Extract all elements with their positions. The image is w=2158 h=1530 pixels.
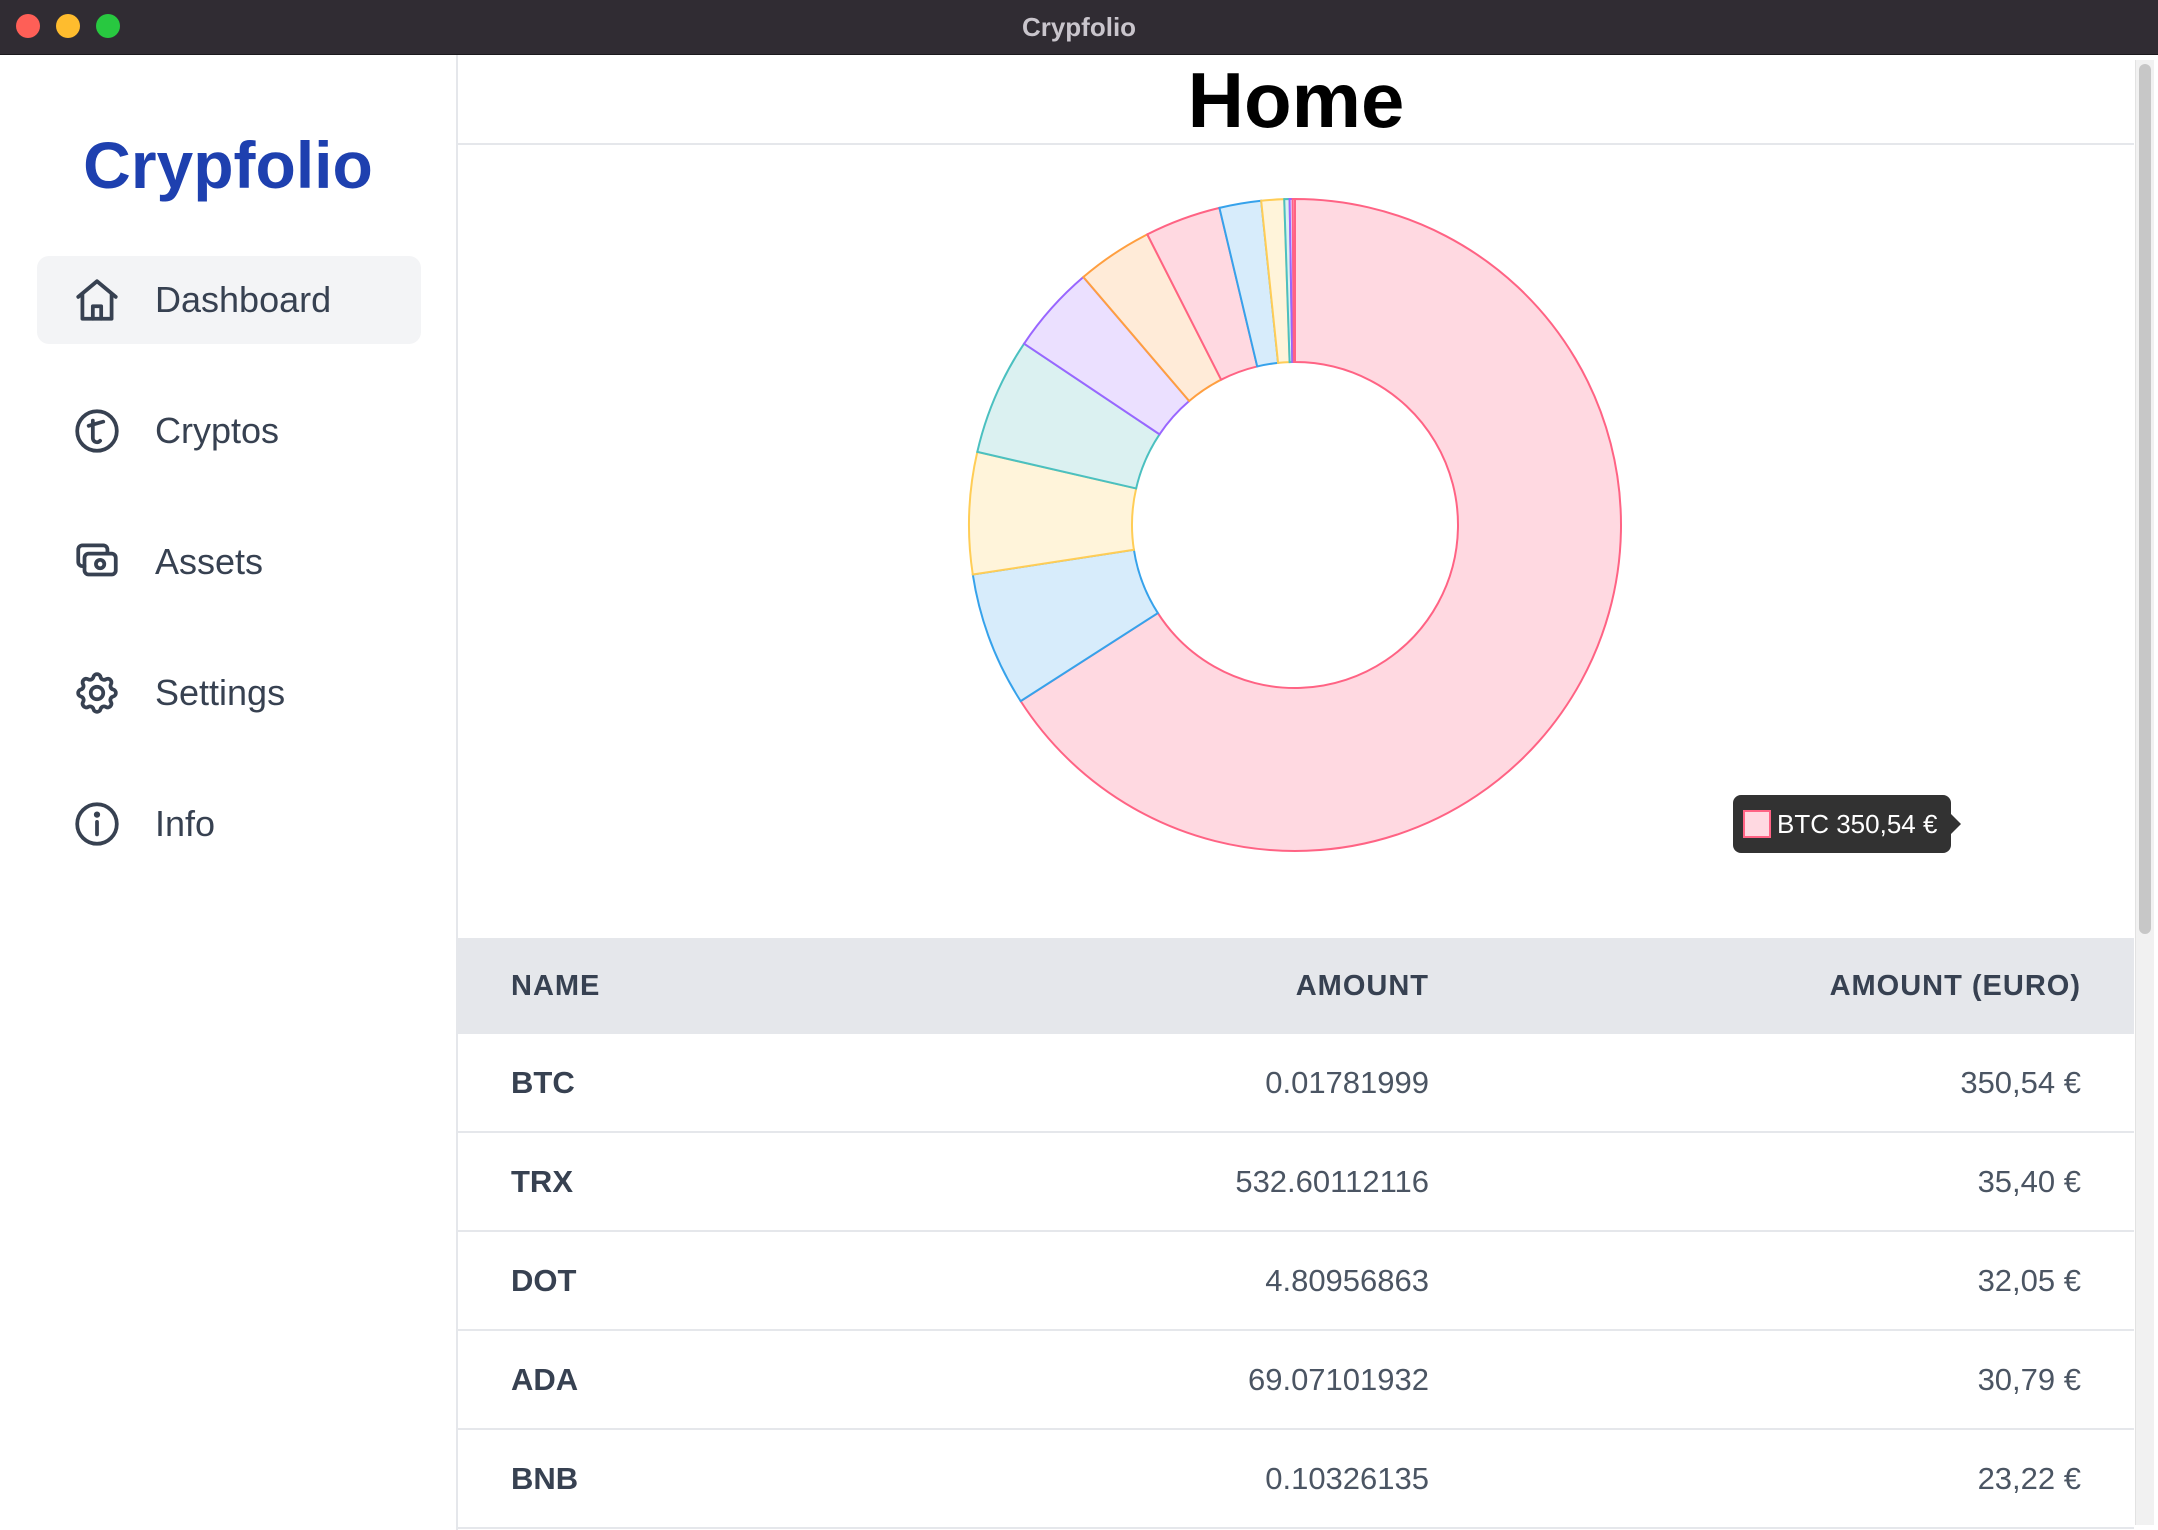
table-row[interactable]: ADA 69.07101932 30,79 € bbox=[458, 1331, 2134, 1430]
page-header: Home bbox=[458, 55, 2134, 145]
crypto-coin-icon bbox=[69, 403, 125, 459]
cell-euro: 23,22 € bbox=[1977, 1460, 2081, 1496]
window-title: Crypfolio bbox=[1021, 12, 1137, 42]
table-row[interactable]: BTC 0.01781999 350,54 € bbox=[458, 1034, 2134, 1133]
column-header-amount[interactable]: AMOUNT bbox=[1295, 969, 1429, 1002]
home-icon bbox=[69, 272, 125, 328]
cell-name: BNB bbox=[511, 1460, 579, 1496]
page-title: Home bbox=[1187, 56, 1405, 144]
sidebar-item-assets[interactable]: Assets bbox=[37, 518, 421, 606]
doughnut-slice-btc[interactable] bbox=[1019, 197, 1622, 852]
cell-name: ADA bbox=[511, 1361, 579, 1397]
doughnut-svg bbox=[968, 197, 1622, 852]
sidebar-item-label: Settings bbox=[155, 672, 286, 713]
portfolio-doughnut-chart: BTC 350,54 € bbox=[458, 185, 2134, 925]
table-header-row: NAME AMOUNT AMOUNT (EURO) bbox=[458, 938, 2134, 1034]
cell-name: TRX bbox=[511, 1163, 573, 1199]
window-title-bar: Crypfolio bbox=[0, 0, 2158, 55]
sidebar-item-label: Assets bbox=[155, 541, 264, 582]
tooltip-swatch bbox=[1743, 810, 1771, 838]
sidebar-item-info[interactable]: Info bbox=[37, 780, 421, 868]
sidebar-item-label: Info bbox=[155, 803, 216, 844]
sidebar-item-dashboard[interactable]: Dashboard bbox=[37, 256, 421, 344]
app-brand: Crypfolio bbox=[83, 128, 373, 202]
doughnut-slice-slice-12[interactable] bbox=[1291, 197, 1296, 364]
column-header-name[interactable]: NAME bbox=[511, 969, 601, 1002]
table-row[interactable]: DOT 4.80956863 32,05 € bbox=[458, 1232, 2134, 1331]
gear-icon bbox=[69, 665, 125, 721]
cell-euro: 30,79 € bbox=[1977, 1361, 2081, 1397]
cell-name: BTC bbox=[511, 1064, 575, 1100]
cell-amount: 4.80956863 bbox=[1265, 1262, 1429, 1298]
column-header-euro[interactable]: AMOUNT (EURO) bbox=[1829, 969, 2081, 1002]
cell-amount: 532.60112116 bbox=[1235, 1163, 1429, 1199]
sidebar-item-cryptos[interactable]: Cryptos bbox=[37, 387, 421, 475]
tooltip-text: BTC 350,54 € bbox=[1777, 808, 1938, 839]
sidebar-item-settings[interactable]: Settings bbox=[37, 649, 421, 737]
table-row[interactable]: BNB 0.10326135 23,22 € bbox=[458, 1430, 2134, 1529]
cell-euro: 350,54 € bbox=[1960, 1064, 2081, 1100]
close-window-button[interactable] bbox=[16, 14, 40, 38]
maximize-window-button[interactable] bbox=[96, 14, 120, 38]
cash-icon bbox=[69, 534, 125, 590]
holdings-table: NAME AMOUNT AMOUNT (EURO) BTC 0.01781999… bbox=[458, 938, 2134, 1529]
cell-amount: 0.10326135 bbox=[1265, 1460, 1429, 1496]
sidebar-item-label: Cryptos bbox=[155, 410, 280, 451]
main-content: Home BTC 350,54 € NAME AMOUNT AMOUNT (EU… bbox=[458, 55, 2134, 1530]
minimize-window-button[interactable] bbox=[56, 14, 80, 38]
cell-name: DOT bbox=[511, 1262, 577, 1298]
info-icon bbox=[69, 796, 125, 852]
table-row[interactable]: TRX 532.60112116 35,40 € bbox=[458, 1133, 2134, 1232]
cell-amount: 0.01781999 bbox=[1265, 1064, 1429, 1100]
main-scrollbar[interactable] bbox=[2135, 60, 2154, 1525]
sidebar-item-label: Dashboard bbox=[155, 279, 332, 320]
chart-tooltip: BTC 350,54 € bbox=[1733, 795, 1962, 853]
cell-euro: 35,40 € bbox=[1977, 1163, 2081, 1199]
scrollbar-thumb[interactable] bbox=[2139, 64, 2151, 934]
cell-amount: 69.07101932 bbox=[1247, 1361, 1429, 1397]
sidebar: Crypfolio Dashboard Cryptos Assets bbox=[0, 55, 458, 1530]
cell-euro: 32,05 € bbox=[1977, 1262, 2081, 1298]
